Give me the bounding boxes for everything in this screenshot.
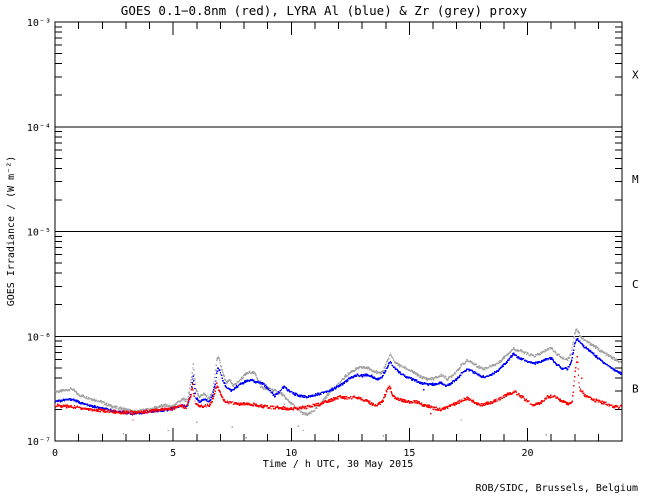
x-tick-label: 5: [170, 448, 176, 459]
outlier-dot: [245, 437, 248, 439]
y-tick-label: 10⁻⁴: [27, 123, 51, 134]
x-tick-label: 10: [285, 448, 297, 459]
x-axis-label: Time / h UTC, 30 May 2015: [263, 459, 414, 470]
outlier-dot: [283, 403, 285, 405]
outlier-dot: [196, 421, 198, 423]
outlier-dot: [132, 419, 134, 421]
y-tick-label: 10⁻⁶: [27, 332, 51, 343]
y-tick-label: 10⁻⁷: [27, 437, 51, 448]
outlier-dot: [422, 389, 425, 391]
flare-class-boundary-lines: [55, 126, 622, 337]
outlier-dot: [167, 429, 170, 432]
axis-ticks: [54, 21, 622, 442]
y-tick-labels: 10⁻³ 10⁻⁴ 10⁻⁵ 10⁻⁶ 10⁻⁷: [27, 18, 51, 448]
data-series-dots: [55, 328, 622, 441]
x-tick-label: 0: [52, 448, 58, 459]
outlier-dot: [231, 426, 233, 429]
flare-class-label-x: X: [632, 68, 639, 81]
series-2-dots: [55, 356, 622, 415]
x-tick-label: 15: [403, 448, 415, 459]
outlier-dot: [297, 425, 299, 427]
y-axis-label: GOES Irradiance / (W m⁻²): [6, 156, 17, 307]
outlier-dot: [302, 429, 304, 432]
credit-text: ROB/SIDC, Brussels, Belgium: [475, 483, 638, 494]
flare-class-label-m: M: [632, 173, 639, 186]
outlier-dot: [545, 434, 548, 436]
outlier-dot: [581, 377, 583, 379]
outlier-dots: [122, 377, 583, 441]
y-tick-label: 10⁻⁵: [27, 228, 51, 239]
outlier-dot: [429, 413, 432, 415]
flare-class-label-b: B: [632, 383, 639, 396]
flare-class-label-c: C: [632, 278, 639, 291]
outlier-dot: [460, 419, 463, 421]
x-tick-labels: 0 5 10 15 20: [52, 448, 534, 459]
outlier-dot: [335, 440, 337, 441]
flare-class-labels: X M C B: [632, 68, 639, 395]
chart-title: GOES 0.1−0.8nm (red), LYRA Al (blue) & Z…: [121, 3, 528, 18]
y-tick-label: 10⁻³: [27, 18, 51, 29]
outlier-dot: [122, 433, 125, 435]
outlier-dot: [382, 435, 385, 437]
x-tick-label: 20: [521, 448, 533, 459]
